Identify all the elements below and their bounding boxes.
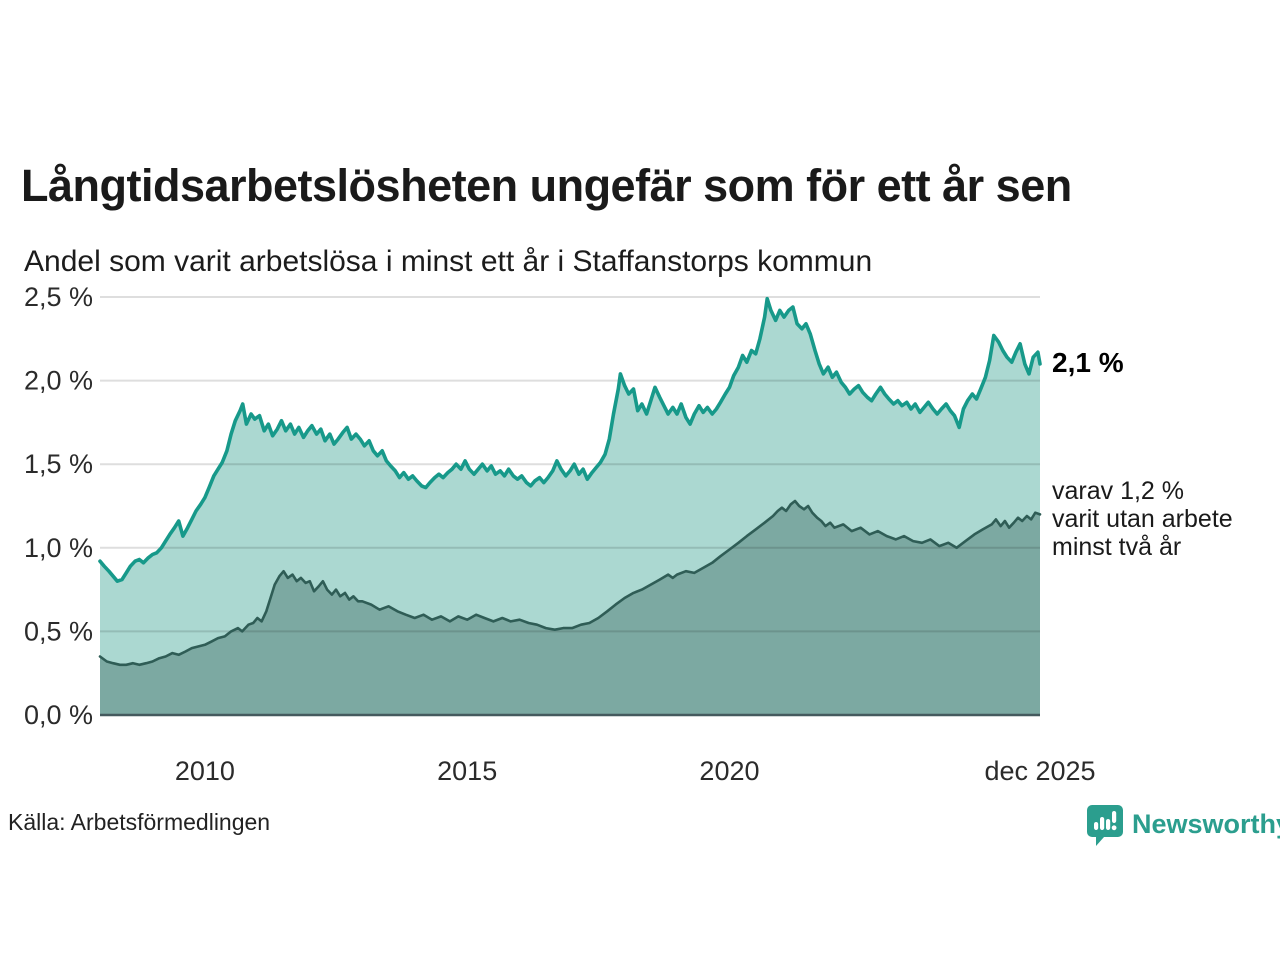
x-tick-label: dec 2025 bbox=[984, 756, 1095, 786]
x-tick-label: 2015 bbox=[437, 756, 497, 786]
y-tick-label: 1,0 % bbox=[24, 533, 93, 563]
source-note: Källa: Arbetsförmedlingen bbox=[8, 809, 271, 835]
newsworthy-bubble-chart-icon bbox=[1087, 805, 1123, 846]
page-subtitle: Andel som varit arbetslösa i minst ett å… bbox=[24, 245, 873, 278]
area-two-years bbox=[100, 501, 1040, 715]
y-tick-label: 0,5 % bbox=[24, 616, 93, 646]
y-tick-label: 2,5 % bbox=[24, 282, 93, 312]
two-year-share-annotation: varav 1,2 % varit utan arbete minst två … bbox=[1052, 477, 1233, 561]
y-tick-label: 1,5 % bbox=[24, 449, 93, 479]
y-tick-label: 2,0 % bbox=[24, 366, 93, 396]
x-tick-label: 2020 bbox=[699, 756, 759, 786]
line-two-years bbox=[98, 499, 1042, 667]
y-tick-label: 0,0 % bbox=[24, 700, 93, 730]
x-tick-label: 2010 bbox=[175, 756, 235, 786]
newsworthy-logo: Newsworthy bbox=[1086, 804, 1280, 848]
page-title: Långtidsarbetslösheten ungefär som för e… bbox=[21, 160, 1072, 212]
latest-value-label: 2,1 % bbox=[1052, 347, 1124, 378]
newsworthy-wordmark: Newsworthy bbox=[1132, 809, 1280, 839]
line-total bbox=[98, 296, 1042, 583]
